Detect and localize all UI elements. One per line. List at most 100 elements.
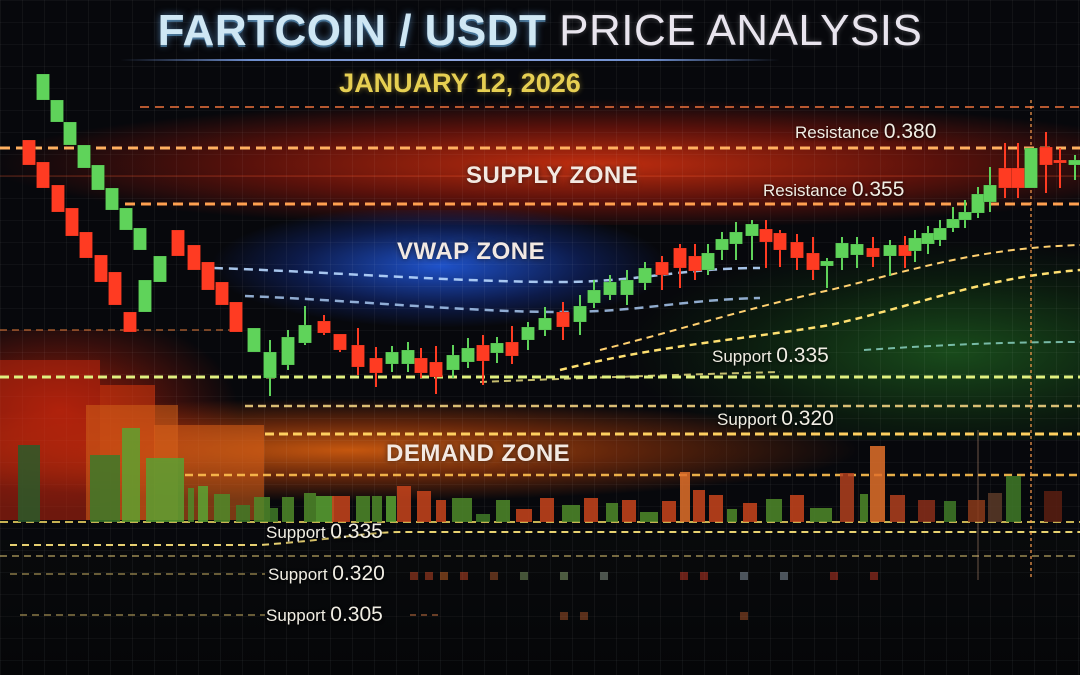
volume-bar [214,494,230,522]
candle-up [401,342,415,372]
support-0335-right-line [863,341,1080,351]
volume-bar [316,496,334,522]
candle-up [461,338,475,368]
support-0305-bottom-label: Support 0.305 [266,603,383,626]
volume-bar [1044,491,1062,522]
candle-up [958,200,972,228]
candle-down [688,244,702,280]
candle-up [138,279,152,313]
candle-down [171,229,185,257]
candle-up [153,255,167,283]
volume-bar [988,493,1002,522]
volume-bar [1006,476,1021,522]
volume-bar [397,486,411,522]
volume-bar [254,497,270,522]
title-divider [120,59,780,61]
candle-up [820,258,834,288]
candle-up [620,270,634,305]
volume-bar [198,486,208,522]
candle-up [971,187,985,218]
volume-bar [709,495,723,522]
volume-bar [18,445,40,522]
candle-down [1011,143,1025,198]
supply-zone-label: SUPPLY ZONE [466,162,639,189]
candle-up [538,307,552,336]
title-pair: FARTCOIN / USDT [157,6,547,55]
volume-bar [188,488,194,522]
volume-bar [540,498,554,522]
support-0320-label: Support 0.320 [717,407,834,430]
candle-up [921,226,935,254]
candle-down [201,261,215,291]
candle-down [22,139,36,166]
ma-upper-line [599,244,1080,351]
volume-bar [727,509,737,522]
volume-bars [18,428,1062,522]
candle-up [91,164,105,191]
volume-bar [304,493,316,522]
volume-bar [840,473,854,522]
candle-up [715,232,729,260]
candle-up [638,262,652,290]
volume-bar [680,472,690,522]
candle-down [505,326,519,364]
candle-down [65,207,79,237]
candle-up [133,227,147,251]
candle-up [908,230,922,262]
volume-bar [918,500,935,522]
support-0335-bottom-line [10,531,1080,546]
candle-down [998,143,1012,198]
candle-up [701,244,715,275]
candle-up [573,295,587,335]
volume-bar [386,496,396,522]
volume-bar [944,501,956,522]
vwap-upper-line [213,266,761,284]
level-lines [0,100,1080,616]
volume-bar [372,496,382,522]
candle-up [119,207,133,231]
vwap-zone-label: VWAP ZONE [397,238,546,265]
candle-down [94,254,108,283]
volume-bar [146,458,184,522]
candle-down [1053,148,1067,188]
volume-bar [810,508,832,522]
candle-down [790,234,804,270]
candle-down [673,244,687,288]
candle-down [655,256,669,290]
candle-up [603,275,617,300]
candle-down [79,231,93,259]
volume-bar [282,497,294,522]
resistance-0355-label: Resistance 0.355 [763,178,905,201]
ma-lower-line [559,268,1080,372]
volume-bar [693,490,705,522]
candle-down [429,346,443,394]
volume-bar [496,500,510,522]
candle-down [369,347,383,387]
candle-down [108,271,122,306]
candle-down [215,281,229,306]
candle-down [317,315,331,335]
candle-down [476,335,490,385]
volume-bar [890,495,905,522]
candle-up [850,237,864,268]
candle-down [187,244,201,271]
volume-bar [606,503,618,522]
support-0320-bottom-label: Support 0.320 [268,562,385,585]
candle-up [281,330,295,370]
volume-bar [743,503,757,522]
candle-up [247,327,261,353]
candle-up [521,322,535,350]
volume-bar [640,512,658,522]
candle-up [745,220,759,260]
candle-down [759,220,773,268]
volume-bar [90,455,120,522]
candle-down [414,348,428,378]
candle-up [63,121,77,146]
candle-down [51,184,65,213]
candle-up [835,237,849,270]
analysis-date: JANUARY 12, 2026 [339,68,581,98]
volume-bar [622,500,636,522]
